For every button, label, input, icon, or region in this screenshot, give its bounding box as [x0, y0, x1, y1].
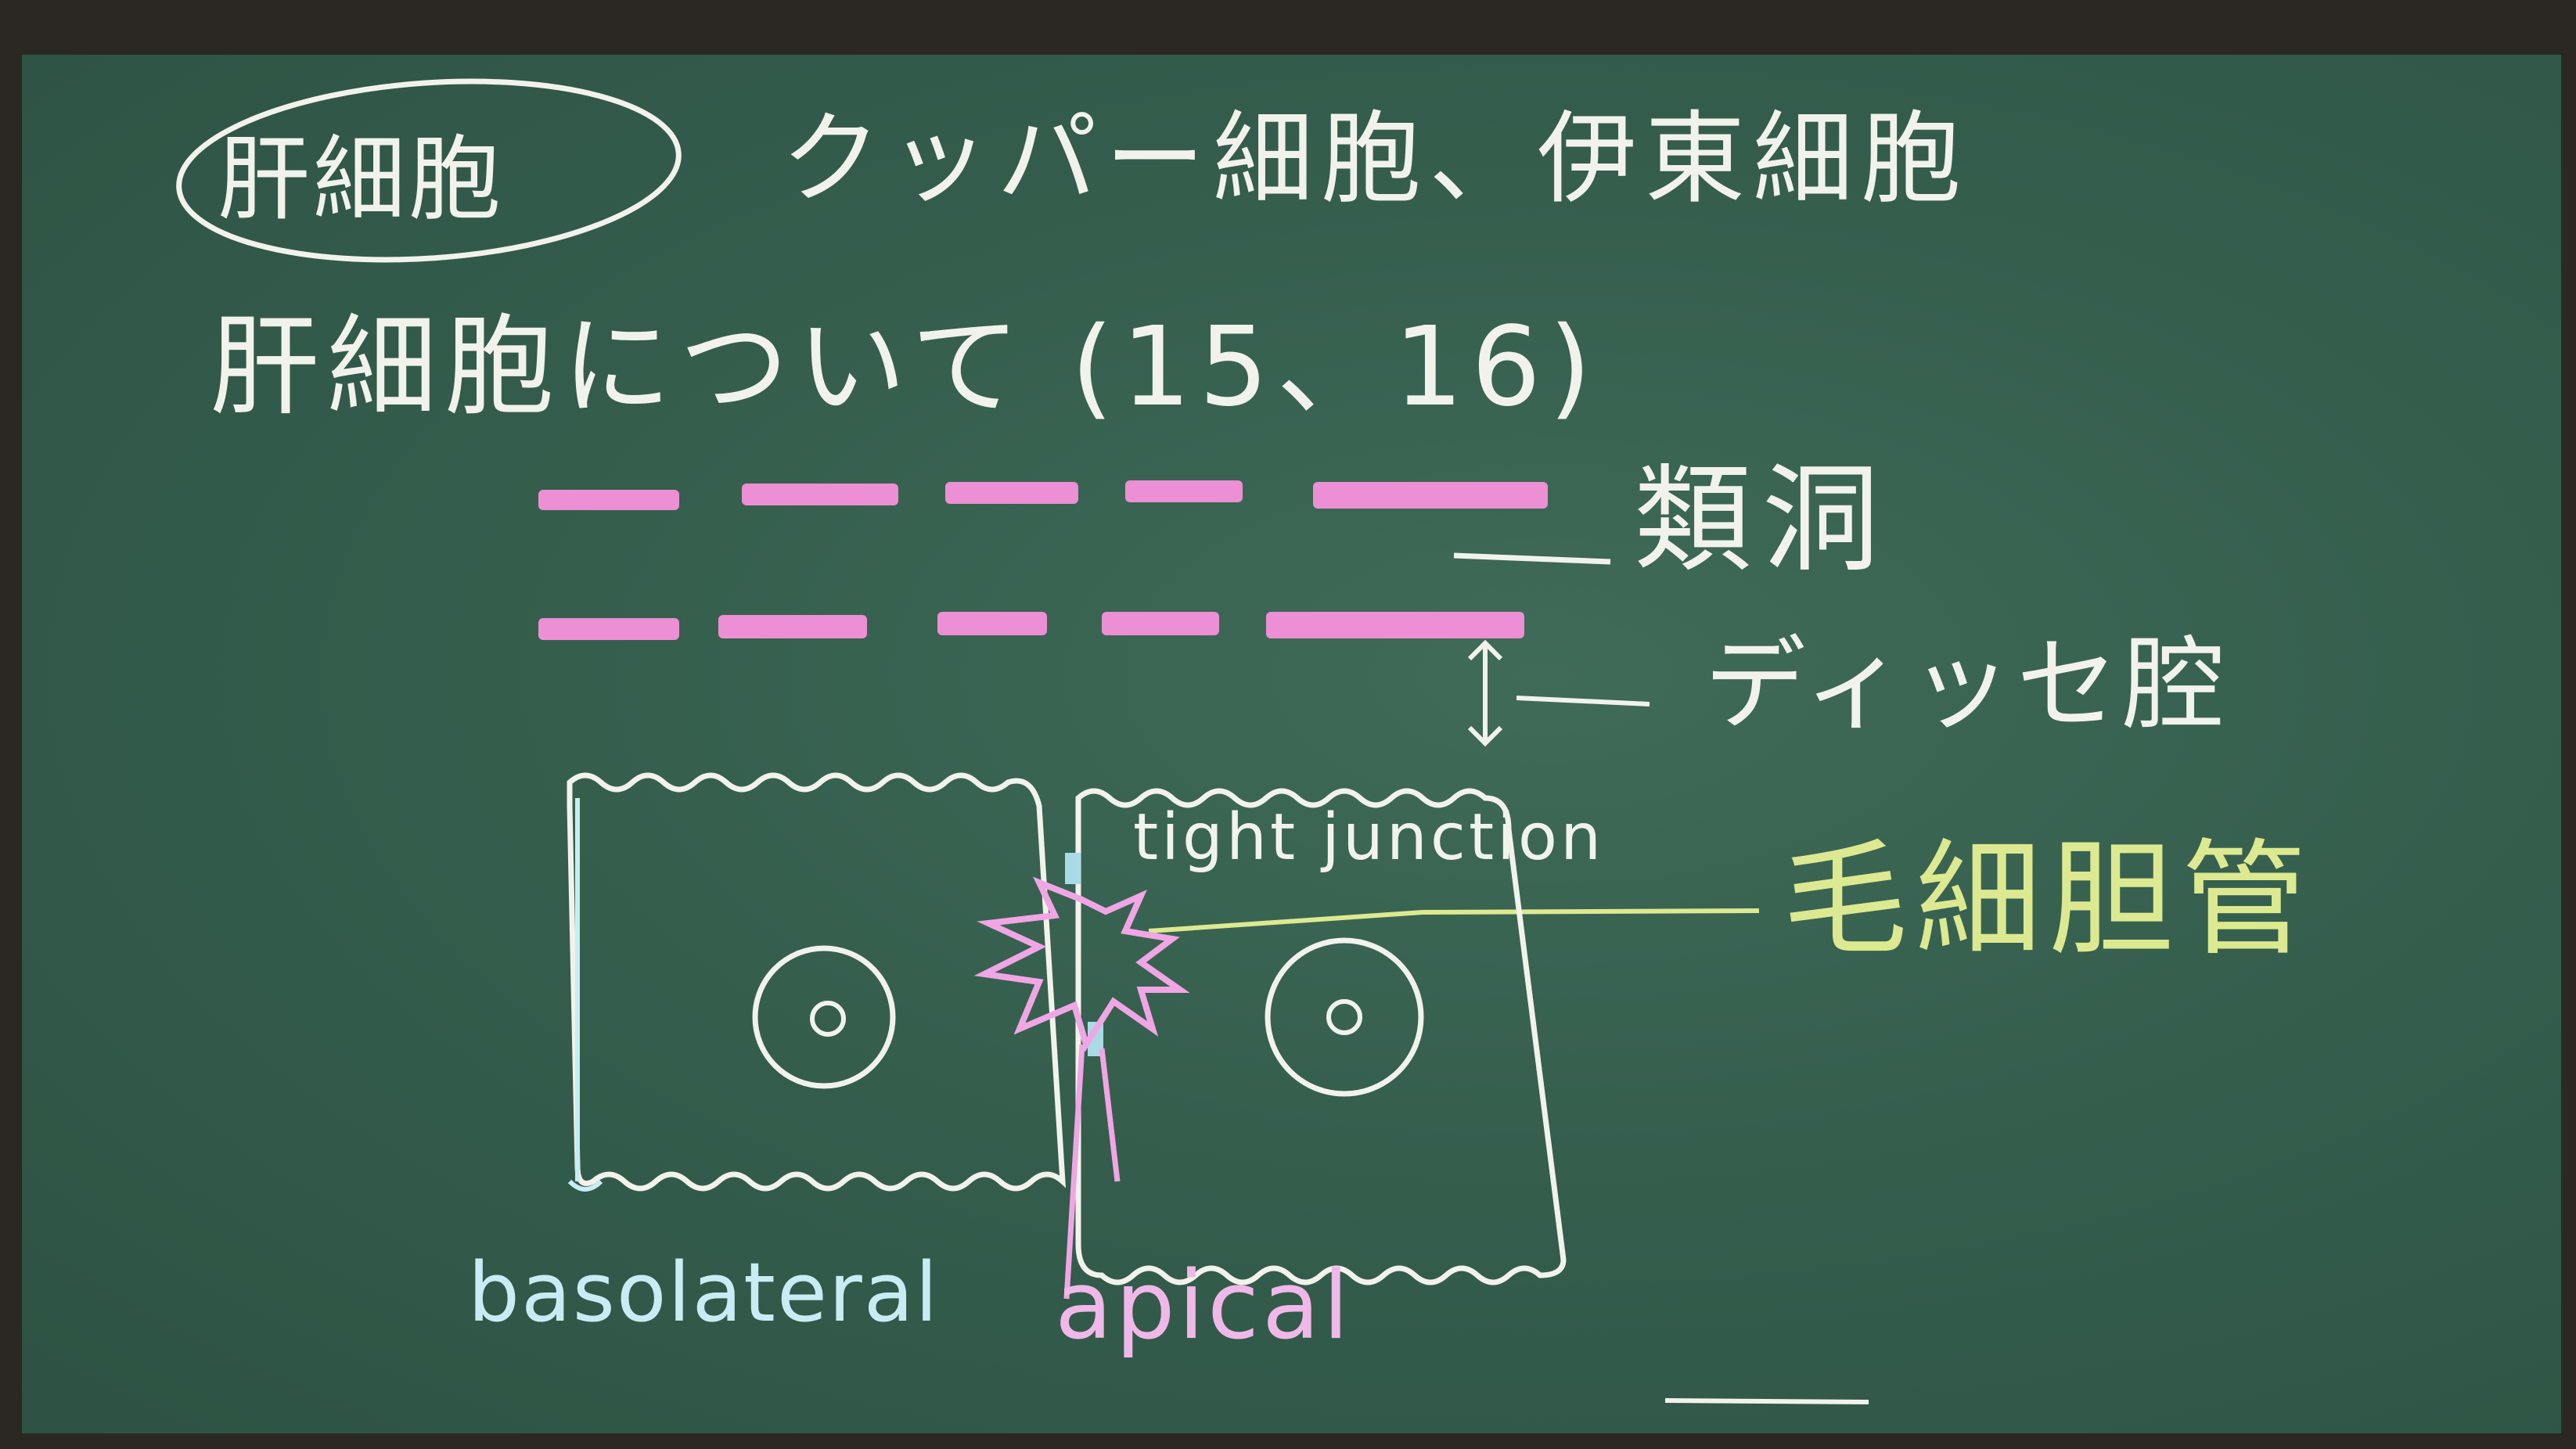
header-circle: [176, 78, 682, 263]
chalk-mark: [1664, 1398, 1869, 1404]
label-apical: apical: [1055, 1252, 1352, 1361]
nucleus-left: [752, 945, 896, 1089]
sinusoid-dash: [742, 484, 898, 505]
sinusoid-dash: [1266, 612, 1524, 638]
tight-junction-marker-top: [1065, 853, 1081, 884]
sinusoid-dash: [538, 490, 679, 510]
label-basolateral: basolateral: [468, 1245, 940, 1340]
disse-pointer-line: [1516, 696, 1650, 707]
label-tight-junction: tight junction: [1133, 800, 1605, 875]
sinusoid-lines: [538, 480, 1548, 640]
chalkboard: 肝細胞 クッパー細胞、伊東細胞 肝細胞について (15、16) 類洞 ディッセ腔…: [22, 55, 2561, 1433]
hepatocyte-left: [567, 772, 1067, 1192]
nucleus-right: [1265, 937, 1424, 1097]
subtitle: 肝細胞について (15、16): [210, 304, 1599, 431]
basolateral-membrane: [567, 798, 603, 1192]
sinusoid-dash: [937, 612, 1047, 635]
chalk-diagram: [176, 78, 1869, 1404]
sinusoid-dash: [1313, 482, 1548, 509]
sinusoid-dash: [538, 618, 679, 640]
hepatocyte-right: [1075, 788, 1567, 1285]
header-circled-title: 肝細胞: [218, 125, 505, 233]
sinusoid-pointer-line: [1453, 552, 1611, 565]
disse-arrow: [1467, 639, 1503, 747]
label-disse-space: ディッセ腔: [1704, 625, 2229, 744]
sinusoid-dash: [945, 482, 1078, 504]
tight-junction-pointer-line: [1148, 908, 1760, 933]
header-cell-types: クッパー細胞、伊東細胞: [781, 101, 1970, 218]
sinusoid-dash: [1125, 480, 1243, 502]
nucleolus-left: [810, 1001, 846, 1037]
bile-canaliculus-star: [973, 876, 1190, 1052]
sinusoid-dash: [718, 615, 867, 638]
apical-line: [1063, 1044, 1121, 1300]
label-sinusoid: 類洞: [1634, 452, 1891, 588]
sinusoid-dash: [1102, 612, 1219, 635]
nucleolus-right: [1326, 999, 1362, 1035]
label-bile-canaliculus: 毛細胆管: [1783, 826, 2315, 973]
